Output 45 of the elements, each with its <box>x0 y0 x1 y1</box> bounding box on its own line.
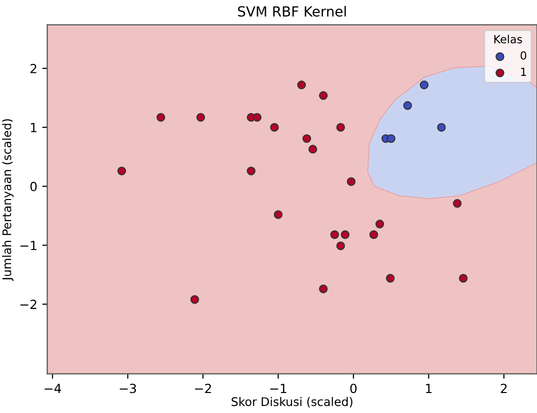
y-tick-label: 2 <box>30 64 36 74</box>
point <box>252 112 262 122</box>
y-axis-title: Jumlah Pertanyaan (scaled) <box>2 119 14 281</box>
y-tick-label: −2 <box>20 300 36 309</box>
x-tick-label: 2 <box>500 384 507 393</box>
point <box>297 80 306 90</box>
x-tick-label: −2 <box>195 384 211 393</box>
chart-title: SVM RBF Kernel <box>238 6 346 17</box>
point <box>386 134 396 143</box>
point <box>346 177 356 186</box>
point <box>458 274 468 283</box>
point <box>336 241 346 250</box>
point <box>420 80 429 90</box>
y-tick-label: −1 <box>20 240 36 250</box>
point <box>308 144 318 154</box>
point <box>452 199 462 208</box>
point <box>437 122 446 132</box>
point <box>274 210 283 219</box>
point <box>318 284 328 294</box>
point <box>318 91 328 100</box>
point <box>403 101 412 110</box>
x-tick-label: −4 <box>44 384 62 393</box>
legend-title: Kelas <box>494 34 522 44</box>
legend-label: 0 <box>520 51 526 60</box>
x-tick-label: −3 <box>120 384 136 394</box>
point <box>375 220 384 228</box>
point <box>302 134 312 143</box>
x-tick-label: 1 <box>426 384 432 393</box>
point <box>190 295 200 304</box>
point <box>270 122 279 132</box>
point <box>340 230 350 239</box>
point <box>156 112 166 122</box>
point <box>117 166 126 176</box>
x-axis-title: Skor Diskusi (scaled) <box>232 396 352 408</box>
point <box>336 122 346 132</box>
y-tick-label: 1 <box>30 122 36 132</box>
point <box>330 230 339 239</box>
x-tick-label: 0 <box>350 384 357 394</box>
point <box>246 166 256 176</box>
point <box>386 274 395 283</box>
legend-label: 1 <box>521 68 526 76</box>
point <box>196 112 206 122</box>
point <box>369 230 378 239</box>
x-tick-label: −1 <box>270 384 286 393</box>
y-tick-label: 0 <box>30 182 37 192</box>
